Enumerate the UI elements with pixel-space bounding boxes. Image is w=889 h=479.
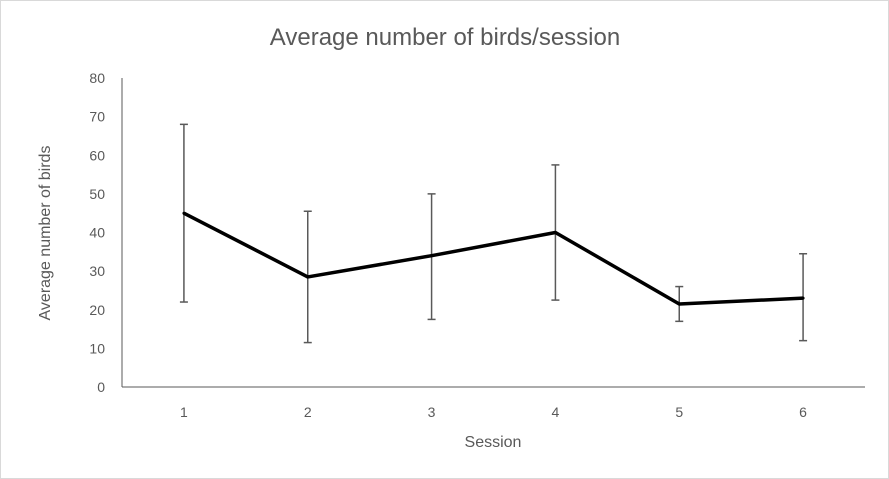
data-point [430, 254, 434, 258]
y-tick-label: 50 [89, 186, 105, 202]
x-tick-label: 2 [304, 404, 312, 420]
x-tick-label: 1 [180, 404, 188, 420]
y-tick-label: 70 [89, 109, 105, 125]
y-tick-label: 20 [89, 302, 105, 318]
x-tick-label: 6 [799, 404, 807, 420]
series-layer [182, 211, 805, 306]
data-point [677, 302, 681, 306]
chart-title: Average number of birds/session [270, 24, 620, 51]
y-tick-labels: 0 10 20 30 40 50 60 70 80 [89, 70, 105, 395]
data-point [553, 231, 557, 234]
data-point [306, 275, 310, 279]
data-point [182, 211, 186, 215]
y-tick-label: 40 [89, 225, 105, 241]
series-line [183, 211, 804, 306]
y-axis: 0 10 20 30 40 50 60 70 80 [89, 70, 123, 395]
y-tick-label: 0 [97, 379, 105, 395]
error-bars [179, 123, 808, 344]
x-axis-title: Session [465, 434, 522, 451]
y-tick-label: 30 [89, 263, 105, 279]
x-tick-label: 3 [428, 404, 436, 420]
x-tick-label: 4 [552, 404, 560, 420]
x-tick-label: 5 [675, 404, 683, 420]
y-axis-title: Average number of birds [37, 146, 54, 321]
x-axis: 1 2 3 4 5 6 [122, 386, 865, 420]
y-tick-label: 60 [89, 147, 105, 163]
y-tick-label: 80 [89, 70, 105, 86]
data-point [801, 296, 805, 300]
x-tick-labels: 1 2 3 4 5 6 [180, 404, 807, 420]
y-tick-label: 10 [89, 340, 105, 356]
